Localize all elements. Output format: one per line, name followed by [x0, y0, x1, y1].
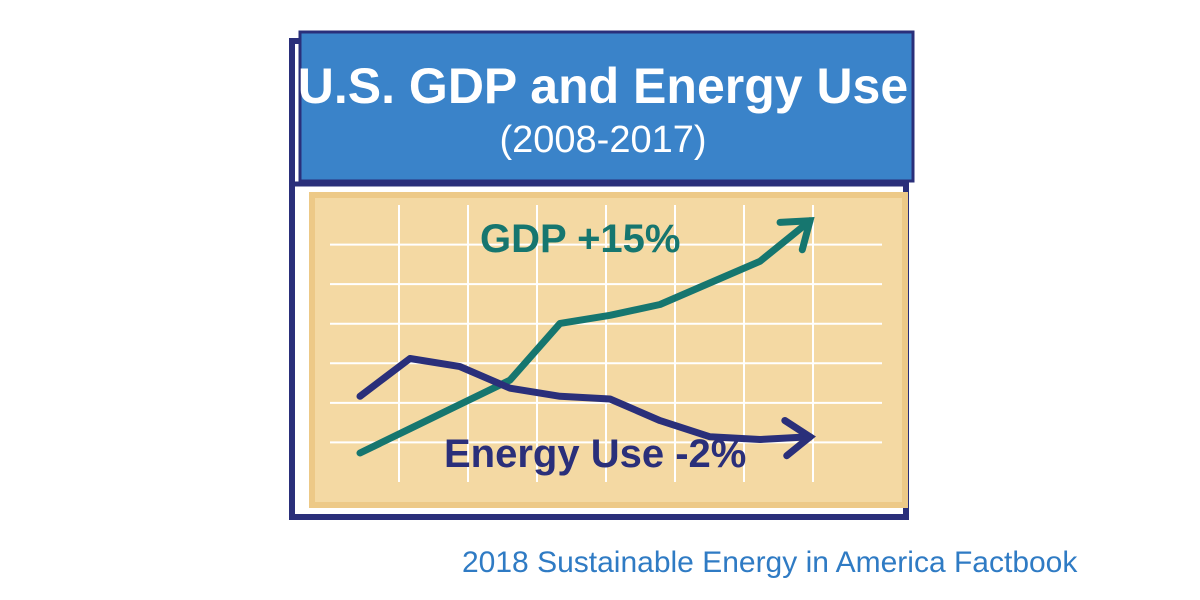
- chart-subtitle: (2008-2017): [499, 119, 706, 161]
- factbook-footer: 2018 Sustainable Energy in America Factb…: [462, 546, 1078, 579]
- plot-grid: [330, 205, 882, 482]
- chart-title: U.S. GDP and Energy Use: [298, 58, 908, 114]
- energy-arrowhead: [781, 417, 816, 460]
- gdp-series-label: GDP +15%: [480, 217, 681, 261]
- energy-series-label: Energy Use -2%: [444, 432, 746, 476]
- series-layer: [356, 217, 816, 460]
- gdp-energy-infographic: U.S. GDP and Energy Use (2008-2017) GDP …: [289, 30, 915, 520]
- gdp-series-line: [356, 217, 814, 457]
- gdp-arrowhead: [776, 217, 815, 254]
- title-box: [298, 30, 915, 183]
- energy-series-line: [356, 355, 814, 443]
